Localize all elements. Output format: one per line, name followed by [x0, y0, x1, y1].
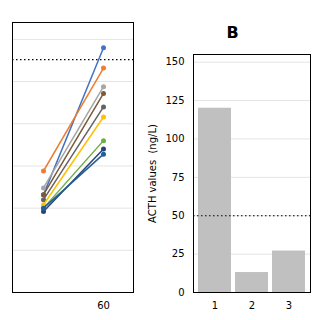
- svg-text:1: 1: [212, 300, 218, 311]
- svg-text:75: 75: [172, 172, 185, 183]
- svg-text:0: 0: [178, 287, 184, 298]
- svg-text:2: 2: [249, 300, 255, 311]
- svg-text:60: 60: [97, 300, 110, 311]
- svg-text:3: 3: [286, 300, 292, 311]
- svg-text:150: 150: [165, 56, 184, 67]
- svg-text:100: 100: [165, 133, 184, 144]
- svg-text:125: 125: [165, 95, 184, 106]
- html-text:B: B: [226, 23, 239, 42]
- svg-text:25: 25: [172, 248, 185, 259]
- svg-text:50: 50: [172, 210, 185, 221]
- svg-text:ACTH values (ng/L): ACTH values (ng/L): [147, 124, 158, 223]
